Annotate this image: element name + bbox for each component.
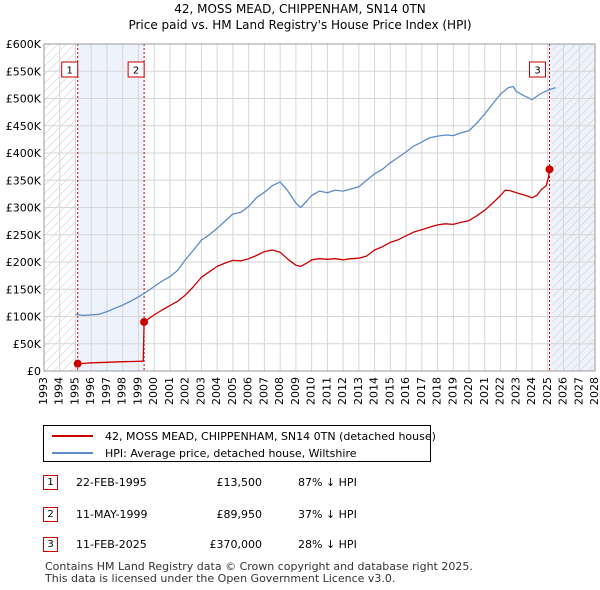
transaction-badge: 3 (43, 537, 58, 552)
transaction-badge-box (529, 61, 547, 78)
x-tick-label: 2011 (320, 377, 333, 405)
x-tick-label: 2012 (336, 377, 349, 405)
legend-item-property: 42, MOSS MEAD, CHIPPENHAM, SN14 0TN (det… (52, 428, 436, 444)
y-tick-label: £300K (6, 202, 42, 215)
y-tick-label: £400K (6, 147, 42, 160)
x-tick-label: 1996 (84, 377, 97, 405)
transaction-date: 22-FEB-1995 (76, 476, 147, 489)
x-tick-label: 2024 (525, 377, 538, 405)
y-tick-label: £600K (6, 38, 42, 51)
x-tick-label: 2007 (257, 377, 270, 405)
x-tick-label: 2028 (588, 377, 600, 405)
chart-title: 42, MOSS MEAD, CHIPPENHAM, SN14 0TN (174, 2, 426, 16)
legend-label-property: 42, MOSS MEAD, CHIPPENHAM, SN14 0TN (det… (105, 429, 436, 443)
x-tick-label: 1999 (131, 377, 144, 405)
transaction-row: 3 11-FEB-2025 £370,000 28% ↓ HPI (43, 537, 483, 555)
transaction-point (73, 359, 82, 368)
x-tick-label: 2023 (509, 377, 522, 405)
legend-item-hpi: HPI: Average price, detached house, Wilt… (52, 445, 357, 461)
x-tick-label: 2004 (210, 377, 223, 405)
y-tick-label: £200K (6, 256, 42, 269)
x-tick-label: 2009 (289, 377, 302, 405)
x-tick-label: 2001 (163, 377, 176, 405)
plot-border (43, 43, 596, 372)
transaction-badge-label: 2 (133, 66, 139, 77)
x-tick-label: 2022 (494, 377, 507, 405)
transaction-date: 11-FEB-2025 (76, 538, 147, 551)
x-tick-label: 2006 (242, 377, 255, 405)
x-tick-label: 2002 (179, 377, 192, 405)
x-tick-label: 2008 (273, 377, 286, 405)
y-tick-label: £550K (6, 65, 42, 78)
x-tick-label: 2018 (431, 377, 444, 405)
x-tick-label: 2019 (446, 377, 459, 405)
x-tick-label: 2017 (415, 377, 428, 405)
y-tick-label: £350K (6, 174, 42, 187)
transaction-badge: 2 (43, 507, 58, 522)
x-tick-label: 2013 (352, 377, 365, 405)
x-tick-label: 1995 (68, 377, 81, 405)
transaction-hpi-diff: 28% ↓ HPI (298, 538, 357, 551)
transaction-date: 11-MAY-1999 (76, 508, 148, 521)
x-tick-label: 1998 (116, 377, 129, 405)
footer-license: This data is licensed under the Open Gov… (45, 572, 396, 585)
x-tick-label: 1994 (53, 377, 66, 405)
transaction-price: £13,500 (216, 476, 263, 489)
legend-label-hpi: HPI: Average price, detached house, Wilt… (105, 446, 357, 460)
x-tick-label: 2014 (368, 377, 381, 405)
x-tick-label: 2015 (383, 377, 396, 405)
transaction-badge-box (61, 61, 79, 78)
transaction-price: £89,950 (216, 508, 263, 521)
footer-copyright: Contains HM Land Registry data © Crown c… (45, 560, 473, 573)
x-tick-label: 1997 (100, 377, 113, 405)
y-tick-label: £450K (6, 120, 42, 133)
x-tick-label: 2005 (226, 377, 239, 405)
x-tick-label: 2026 (557, 377, 570, 405)
y-tick-label: £250K (6, 229, 42, 242)
transaction-hpi-diff: 87% ↓ HPI (298, 476, 357, 489)
property-price-line (77, 169, 551, 365)
legend-swatch-property (52, 435, 93, 437)
x-tick-label: 2027 (572, 377, 585, 405)
x-tick-label: 2000 (147, 377, 160, 405)
x-tick-label: 1993 (37, 377, 50, 405)
transaction-badge-label: 1 (67, 66, 73, 77)
transaction-row: 2 11-MAY-1999 £89,950 37% ↓ HPI (43, 507, 483, 525)
x-tick-label: 2021 (478, 377, 491, 405)
chart-subtitle: Price paid vs. HM Land Registry's House … (128, 18, 472, 32)
price-chart: 1 2 3 1993 1994 1995 1996 1997 1998 1999 2000 2001… (6, 38, 600, 405)
transaction-badge-label: 3 (534, 66, 540, 77)
hpi-line (75, 85, 556, 317)
chart-legend: 42, MOSS MEAD, CHIPPENHAM, SN14 0TN (det… (43, 425, 436, 462)
transaction-hpi-diff: 37% ↓ HPI (298, 508, 357, 521)
transaction-badge: 1 (43, 475, 58, 490)
transaction-point (545, 165, 554, 174)
x-tick-label: 2016 (399, 377, 412, 405)
y-tick-label: £150K (6, 283, 42, 296)
transaction-badge-box (127, 61, 145, 78)
y-tick-label: £100K (6, 311, 42, 324)
x-tick-label: 2003 (194, 377, 207, 405)
y-tick-label: £50K (13, 338, 42, 351)
x-tick-label: 2025 (541, 377, 554, 405)
transaction-row: 1 22-FEB-1995 £13,500 87% ↓ HPI (43, 475, 483, 493)
y-tick-label: £0 (27, 365, 41, 378)
y-tick-label: £500K (6, 93, 42, 106)
x-tick-label: 2010 (305, 377, 318, 405)
x-tick-label: 2020 (462, 377, 475, 405)
legend-swatch-hpi (52, 452, 93, 454)
transaction-price: £370,000 (209, 538, 263, 551)
transaction-point (140, 317, 149, 326)
